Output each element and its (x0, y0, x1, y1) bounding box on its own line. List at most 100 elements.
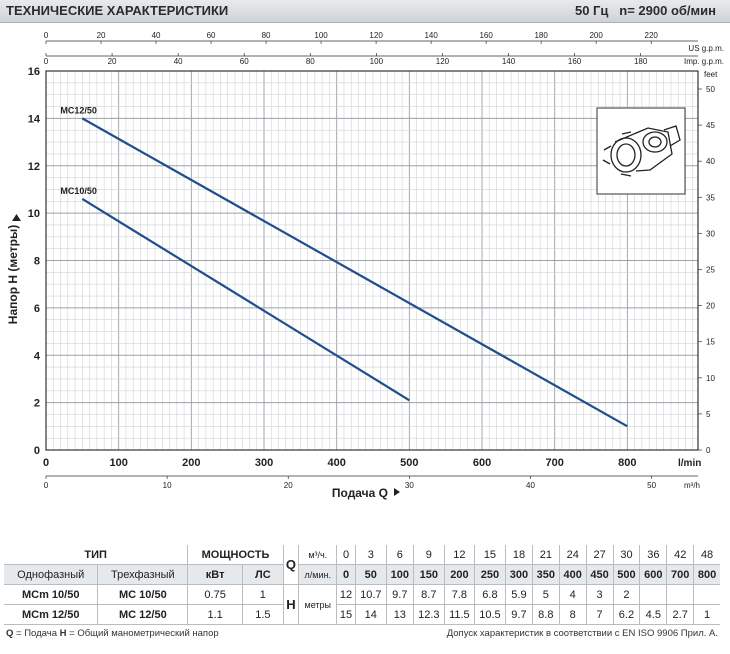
q-m3h-cell: 0 (336, 545, 356, 565)
feet-tick-label: 10 (706, 374, 715, 383)
unit-imp-gpm: Imp. g.p.m. (684, 57, 724, 66)
table-header-row: ТИП МОЩНОСТЬ Q м³/ч. 0 3 6 9 12 15 18 21… (4, 545, 720, 585)
footer-q-symbol: Q (6, 628, 14, 639)
hp-label: ЛС (242, 564, 284, 585)
h-cell: 9.7 (505, 604, 533, 625)
unit-feet: feet (704, 70, 718, 79)
spec-table: ТИП МОЩНОСТЬ Q м³/ч. 0 3 6 9 12 15 18 21… (4, 545, 720, 625)
m3h-tick-label: 0 (44, 481, 49, 490)
unit-m3h: m³/h (684, 481, 700, 490)
operating-conditions: 50 Гц n= 2900 об/мин (575, 3, 716, 18)
x-axis-label: Подача Q (332, 486, 388, 500)
imp-gpm-tick-label: 20 (108, 57, 117, 66)
x-tick-label: 300 (255, 457, 273, 469)
q-unit-m3h: м³/ч. (298, 545, 338, 565)
q-m3h-cell: 48 (693, 545, 720, 565)
y-tick-label: 2 (34, 398, 40, 410)
model-three: MC 12/50 (97, 604, 189, 625)
us-gpm-tick-label: 100 (314, 31, 328, 40)
us-gpm-tick-label: 220 (645, 31, 659, 40)
q-m3h-cell: 21 (532, 545, 560, 565)
h-cell: 4.5 (639, 604, 668, 625)
imp-gpm-tick-label: 40 (174, 57, 183, 66)
q-m3h-cell: 30 (613, 545, 641, 565)
model-three: MC 10/50 (97, 584, 189, 605)
q-lmin-cell: 350 (532, 564, 560, 585)
model-single: MCm 12/50 (4, 604, 99, 625)
h-cell: 14 (355, 604, 387, 625)
footer-legend: Q = Подача H = Общий манометрический нап… (6, 628, 219, 639)
h-cell: 2.7 (666, 604, 695, 625)
pump-illustration (596, 107, 686, 195)
col-type: ТИП (4, 545, 189, 565)
h-cell (693, 584, 720, 605)
imp-gpm-tick-label: 180 (634, 57, 648, 66)
h-cell: 8.8 (532, 604, 560, 625)
h-cell: 10.7 (355, 584, 387, 605)
q-m3h-cell: 3 (355, 545, 387, 565)
pump-icon (602, 125, 681, 177)
feet-tick-label: 15 (706, 338, 715, 347)
q-m3h-cell: 6 (386, 545, 414, 565)
chart-axes (45, 40, 702, 479)
h-cell: 13 (386, 604, 414, 625)
h-symbol: H (283, 584, 300, 625)
speed: n= 2900 об/мин (619, 3, 716, 18)
x-tick-label: 0 (43, 457, 49, 469)
page-title: ТЕХНИЧЕСКИЕ ХАРАКТЕРИСТИКИ (6, 3, 229, 18)
q-lmin-cell: 50 (355, 564, 387, 585)
q-lmin-cell: 250 (474, 564, 507, 585)
h-cell: 6.2 (613, 604, 641, 625)
power-kw: 1.1 (187, 604, 244, 625)
q-lmin-cell: 300 (505, 564, 533, 585)
frequency: 50 Гц (574, 3, 609, 18)
plot-frame (45, 70, 699, 451)
model-single: MCm 10/50 (4, 584, 99, 605)
feet-tick-label: 20 (706, 302, 715, 311)
q-m3h-cell: 24 (559, 545, 587, 565)
q-lmin-cell: 400 (559, 564, 587, 585)
us-gpm-tick-label: 60 (207, 31, 216, 40)
feet-tick-label: 50 (706, 85, 715, 94)
three-phase-label: Трехфазный (97, 564, 189, 585)
m3h-tick-label: 10 (163, 481, 172, 490)
imp-gpm-tick-label: 60 (240, 57, 249, 66)
x-tick-label: 500 (400, 457, 418, 469)
h-cell: 15 (336, 604, 356, 625)
feet-tick-label: 40 (706, 157, 715, 166)
q-unit-lmin: л/мин. (298, 564, 338, 585)
y-tick-label: 0 (34, 445, 40, 457)
y-tick-label: 16 (28, 66, 40, 78)
footer-q-text: = Подача (13, 628, 60, 639)
header-bar: ТЕХНИЧЕСКИЕ ХАРАКТЕРИСТИКИ 50 Гц n= 2900… (0, 0, 730, 23)
us-gpm-tick-label: 160 (479, 31, 493, 40)
h-cell: 3 (586, 584, 614, 605)
us-gpm-tick-label: 80 (262, 31, 271, 40)
series-line (81, 117, 628, 428)
h-cell: 1 (693, 604, 720, 625)
m3h-tick-label: 40 (526, 481, 535, 490)
q-lmin-cell: 800 (693, 564, 720, 585)
us-gpm-tick-label: 40 (152, 31, 161, 40)
table-row: MCm 12/50 MC 12/50 1.1 1.5 15 14 13 12.3… (4, 604, 720, 625)
q-lmin-cell: 700 (666, 564, 695, 585)
series-label: MC10/50 (60, 186, 97, 196)
q-lmin-cell: 450 (586, 564, 614, 585)
col-power: МОЩНОСТЬ (187, 545, 284, 565)
h-cell: 7 (586, 604, 614, 625)
h-cell: 12 (336, 584, 356, 605)
x-axis-arrow (394, 488, 400, 496)
h-cell: 4 (559, 584, 587, 605)
h-cell (666, 584, 695, 605)
q-m3h-cell: 15 (474, 545, 507, 565)
q-lmin-cell: 150 (413, 564, 445, 585)
q-m3h-cell: 18 (505, 545, 533, 565)
h-cell (639, 584, 668, 605)
table-row: MCm 10/50 MC 10/50 0.75 1 H метры 12 10.… (4, 584, 720, 625)
unit-us-gpm: US g.p.m. (688, 44, 724, 53)
us-gpm-tick-label: 120 (369, 31, 383, 40)
h-cell: 5 (532, 584, 560, 605)
q-m3h-cell: 42 (666, 545, 695, 565)
imp-gpm-tick-label: 0 (44, 57, 49, 66)
